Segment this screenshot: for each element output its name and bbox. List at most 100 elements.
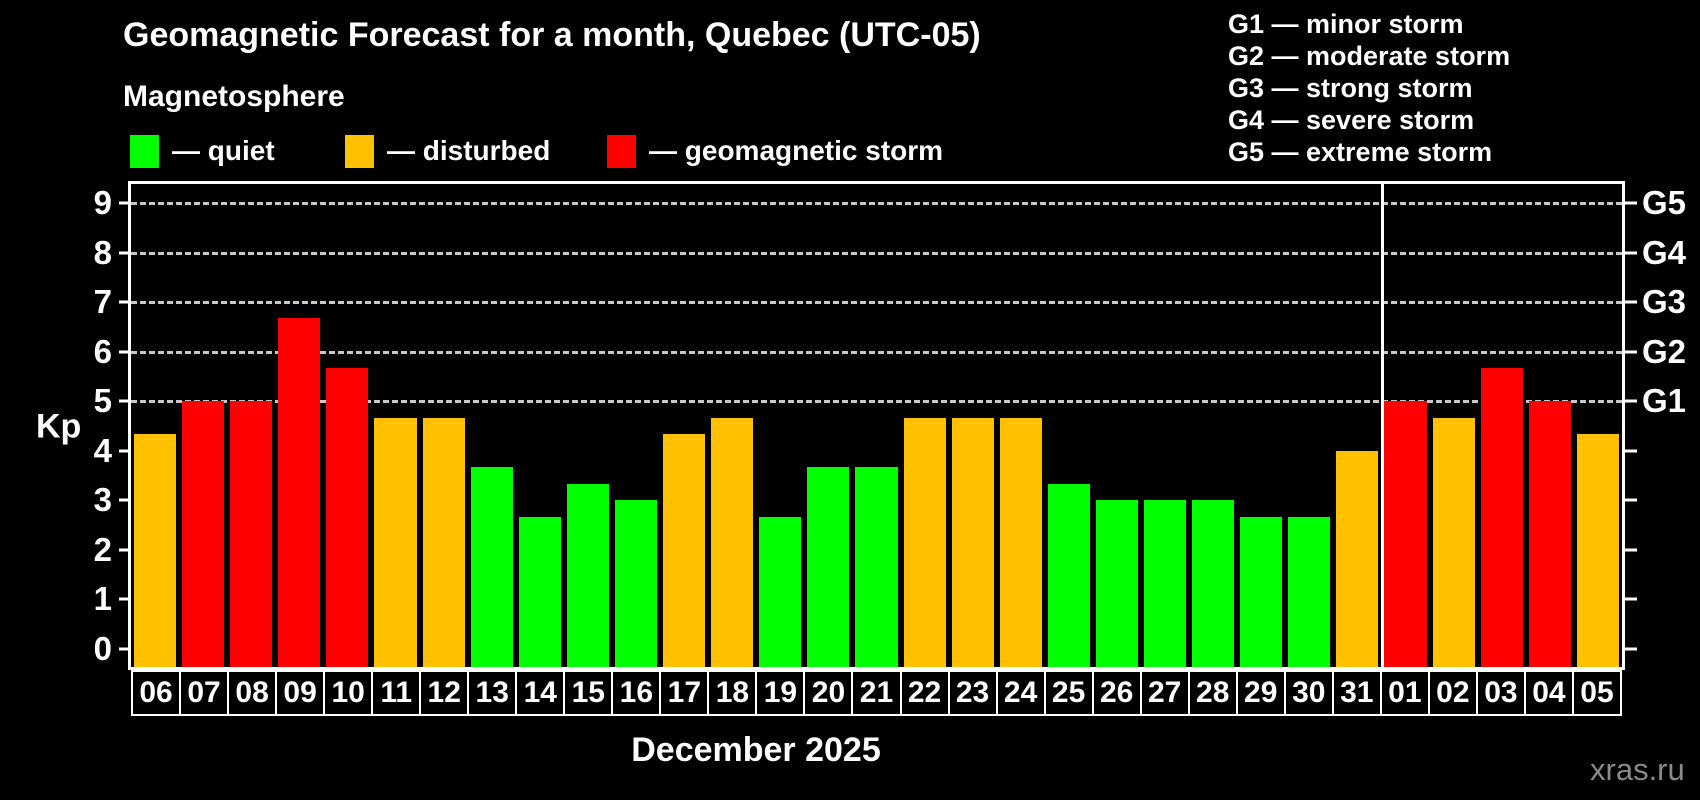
legend-item-storm: — geomagnetic storm xyxy=(607,134,943,168)
date-cell-11: 11 xyxy=(371,670,422,716)
right-axis-label-g4: G4 xyxy=(1642,233,1687,271)
axis-tick-kp4 xyxy=(119,449,131,453)
y-axis-label-0: 0 xyxy=(93,630,112,667)
storm-scale-item: G4 — severe storm xyxy=(1228,105,1475,135)
bar-day-12 xyxy=(422,417,465,667)
bar-slot-01 xyxy=(1381,184,1429,667)
axis-tick-kp6 xyxy=(1625,350,1637,354)
bar-slot-04 xyxy=(1526,184,1574,667)
date-cell-05: 05 xyxy=(1571,670,1622,716)
axis-tick-kp2 xyxy=(1625,548,1637,552)
axis-tick-kp6 xyxy=(119,350,131,354)
date-cell-02: 02 xyxy=(1427,670,1478,716)
y-axis-ticks-left xyxy=(119,184,131,667)
axis-tick-kp8 xyxy=(1625,251,1637,255)
bar-slot-13 xyxy=(468,184,516,667)
legend-label: — quiet xyxy=(172,135,275,166)
bar-day-05 xyxy=(1576,434,1619,667)
date-cell-23: 23 xyxy=(947,670,998,716)
month-separator-line xyxy=(1380,181,1384,670)
bar-slot-27 xyxy=(1141,184,1189,667)
bar-day-19 xyxy=(759,516,802,667)
bar-day-10 xyxy=(326,368,369,667)
bar-day-30 xyxy=(1288,516,1331,667)
storm-scale-item: G1 — minor storm xyxy=(1228,9,1464,39)
bar-slot-24 xyxy=(997,184,1045,667)
gridline-kp5 xyxy=(131,400,1622,404)
date-cell-16: 16 xyxy=(611,670,662,716)
quiet-swatch-icon xyxy=(130,134,159,168)
bar-day-09 xyxy=(278,318,321,667)
bar-slot-28 xyxy=(1189,184,1237,667)
date-cell-17: 17 xyxy=(659,670,710,716)
axis-tick-kp7 xyxy=(119,300,131,304)
gridline-kp9 xyxy=(131,201,1622,205)
bar-slot-18 xyxy=(708,184,756,667)
y-axis-ticks-right xyxy=(1625,184,1637,667)
date-cell-13: 13 xyxy=(467,670,518,716)
bar-day-06 xyxy=(134,434,177,667)
axis-tick-kp4 xyxy=(1625,449,1637,453)
date-cell-09: 09 xyxy=(275,670,326,716)
date-cell-18: 18 xyxy=(707,670,758,716)
date-cell-07: 07 xyxy=(179,670,230,716)
bar-day-22 xyxy=(903,417,946,667)
bar-slot-10 xyxy=(323,184,371,667)
storm-scale-legend: G1 — minor storm G2 — moderate storm G3 — … xyxy=(1228,8,1510,168)
bar-slot-31 xyxy=(1333,184,1381,667)
storm-scale-item: G5 — extreme storm xyxy=(1228,137,1493,167)
date-cell-15: 15 xyxy=(563,670,614,716)
axis-tick-kp1 xyxy=(1625,597,1637,601)
bar-day-21 xyxy=(855,467,898,667)
bar-day-24 xyxy=(999,417,1042,667)
bar-day-04 xyxy=(1528,401,1571,667)
bar-day-25 xyxy=(1047,483,1090,667)
bar-slot-15 xyxy=(564,184,612,667)
plot-area xyxy=(128,181,1625,670)
y-axis-label-1: 1 xyxy=(93,580,112,618)
date-cell-04: 04 xyxy=(1523,670,1574,716)
bar-slot-30 xyxy=(1285,184,1333,667)
bar-day-31 xyxy=(1336,450,1379,667)
bar-slot-17 xyxy=(660,184,708,667)
y-axis-label-6: 6 xyxy=(93,332,112,370)
bar-slot-02 xyxy=(1430,184,1478,667)
bar-slot-25 xyxy=(1045,184,1093,667)
bar-slot-09 xyxy=(275,184,323,667)
y-axis-title: Kp xyxy=(36,407,82,446)
y-axis-label-4: 4 xyxy=(93,431,112,469)
bar-day-08 xyxy=(230,401,273,667)
bar-slot-03 xyxy=(1478,184,1526,667)
bar-slot-12 xyxy=(420,184,468,667)
legend-label: — disturbed xyxy=(387,135,551,166)
date-cell-26: 26 xyxy=(1091,670,1142,716)
y-axis-label-7: 7 xyxy=(93,283,112,321)
right-axis-label-g5: G5 xyxy=(1642,183,1687,221)
storm-swatch-icon xyxy=(607,134,636,168)
right-axis-label-g3: G3 xyxy=(1642,283,1687,321)
axis-tick-kp0 xyxy=(119,647,131,651)
date-cell-29: 29 xyxy=(1235,670,1286,716)
bar-slot-22 xyxy=(901,184,949,667)
y-axis-label-2: 2 xyxy=(93,530,112,568)
gridline-kp6 xyxy=(131,350,1622,354)
axis-tick-kp5 xyxy=(119,399,131,403)
bar-slot-29 xyxy=(1237,184,1285,667)
month-label: December 2025 xyxy=(631,731,881,769)
bar-slot-23 xyxy=(949,184,997,667)
y-axis-label-3: 3 xyxy=(93,481,112,519)
date-cell-27: 27 xyxy=(1139,670,1190,716)
bar-day-13 xyxy=(470,467,513,667)
date-cell-03: 03 xyxy=(1475,670,1526,716)
bar-series xyxy=(131,184,1622,667)
date-cell-10: 10 xyxy=(323,670,374,716)
axis-tick-kp1 xyxy=(119,597,131,601)
chart-title: Geomagnetic Forecast for a month, Quebec… xyxy=(123,16,981,54)
bar-slot-20 xyxy=(804,184,852,667)
bar-slot-19 xyxy=(756,184,804,667)
bar-day-16 xyxy=(614,500,658,667)
x-axis-date-row: 06 07 08 09 10 11 12 13 14 15 16 17 18 19 20 21 22 23 24 25… xyxy=(131,670,1622,716)
bar-day-29 xyxy=(1240,516,1283,667)
storm-scale-item: G2 — moderate storm xyxy=(1228,41,1511,71)
